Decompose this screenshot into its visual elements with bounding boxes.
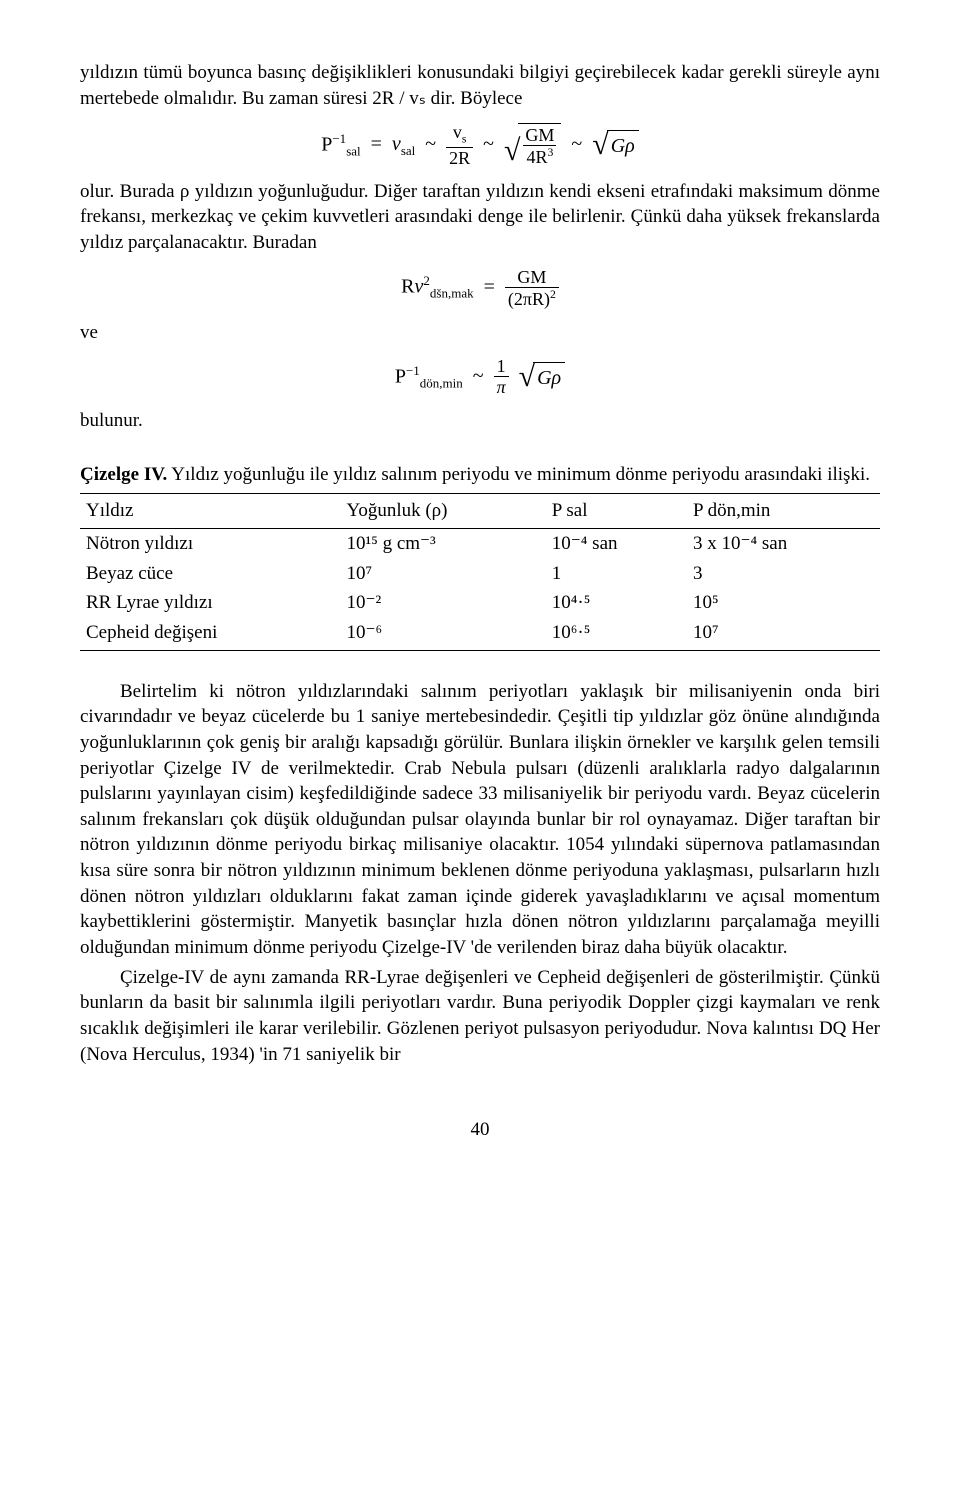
table-cell: 10¹⁵ g cm⁻³ (341, 529, 546, 559)
table-row: Cepheid değişeni 10⁻⁶ 10⁶·⁵ 10⁷ (80, 618, 880, 650)
table-row: Nötron yıldızı 10¹⁵ g cm⁻³ 10⁻⁴ san 3 x … (80, 529, 880, 559)
table-cell: 3 (687, 559, 880, 589)
table-cell: 10⁷ (687, 618, 880, 650)
table-cell: Cepheid değişeni (80, 618, 341, 650)
table-caption-prefix: Çizelge IV. (80, 464, 167, 485)
table-cell: 10⁻⁶ (341, 618, 546, 650)
table-cell: 10⁻² (341, 588, 546, 618)
table-header-cell: P sal (546, 494, 687, 529)
paragraph-2: olur. Burada ρ yıldızın yoğunluğudur. Di… (80, 179, 880, 256)
table-cell: 10⁴·⁵ (546, 588, 687, 618)
page-number: 40 (80, 1117, 880, 1143)
table-row: RR Lyrae yıldızı 10⁻² 10⁴·⁵ 10⁵ (80, 588, 880, 618)
equation-psal: P−1sal = νsal ~ vs 2R ~ √ GM 4R3 (80, 123, 880, 166)
table-cizelge-iv: Yıldız Yoğunluk (ρ) P sal P dön,min Nötr… (80, 493, 880, 650)
table-cell: 10⁶·⁵ (546, 618, 687, 650)
table-header-cell: P dön,min (687, 494, 880, 529)
table-cell: 10⁷ (341, 559, 546, 589)
paragraph-4: Çizelge-IV de aynı zamanda RR-Lyrae deği… (80, 965, 880, 1068)
table-cell: Nötron yıldızı (80, 529, 341, 559)
paragraph-3: Belirtelim ki nötron yıldızlarındaki sal… (80, 679, 880, 961)
table-cell: Beyaz cüce (80, 559, 341, 589)
equation-rnu: Rν2dšn,mak = GM (2πR)2 (80, 268, 880, 308)
table-row: Beyaz cüce 10⁷ 1 3 (80, 559, 880, 589)
paragraph-1: yıldızın tümü boyunca basınç değişiklikl… (80, 60, 880, 111)
table-cell: 10⁻⁴ san (546, 529, 687, 559)
table-header-row: Yıldız Yoğunluk (ρ) P sal P dön,min (80, 494, 880, 529)
table-caption-text: Yıldız yoğunluğu ile yıldız salınım peri… (167, 464, 870, 485)
connector-ve: ve (80, 320, 880, 346)
page: yıldızın tümü boyunca basınç değişiklikl… (0, 0, 960, 1183)
table-cell: 10⁵ (687, 588, 880, 618)
table-header-cell: Yoğunluk (ρ) (341, 494, 546, 529)
connector-bulunur: bulunur. (80, 408, 880, 434)
table-header-cell: Yıldız (80, 494, 341, 529)
table-caption: Çizelge IV. Yıldız yoğunluğu ile yıldız … (80, 462, 880, 488)
table-cell: RR Lyrae yıldızı (80, 588, 341, 618)
table-cell: 1 (546, 559, 687, 589)
equation-pdonmin: P−1dön,min ~ 1 π √ Gρ (80, 357, 880, 396)
table-cell: 3 x 10⁻⁴ san (687, 529, 880, 559)
